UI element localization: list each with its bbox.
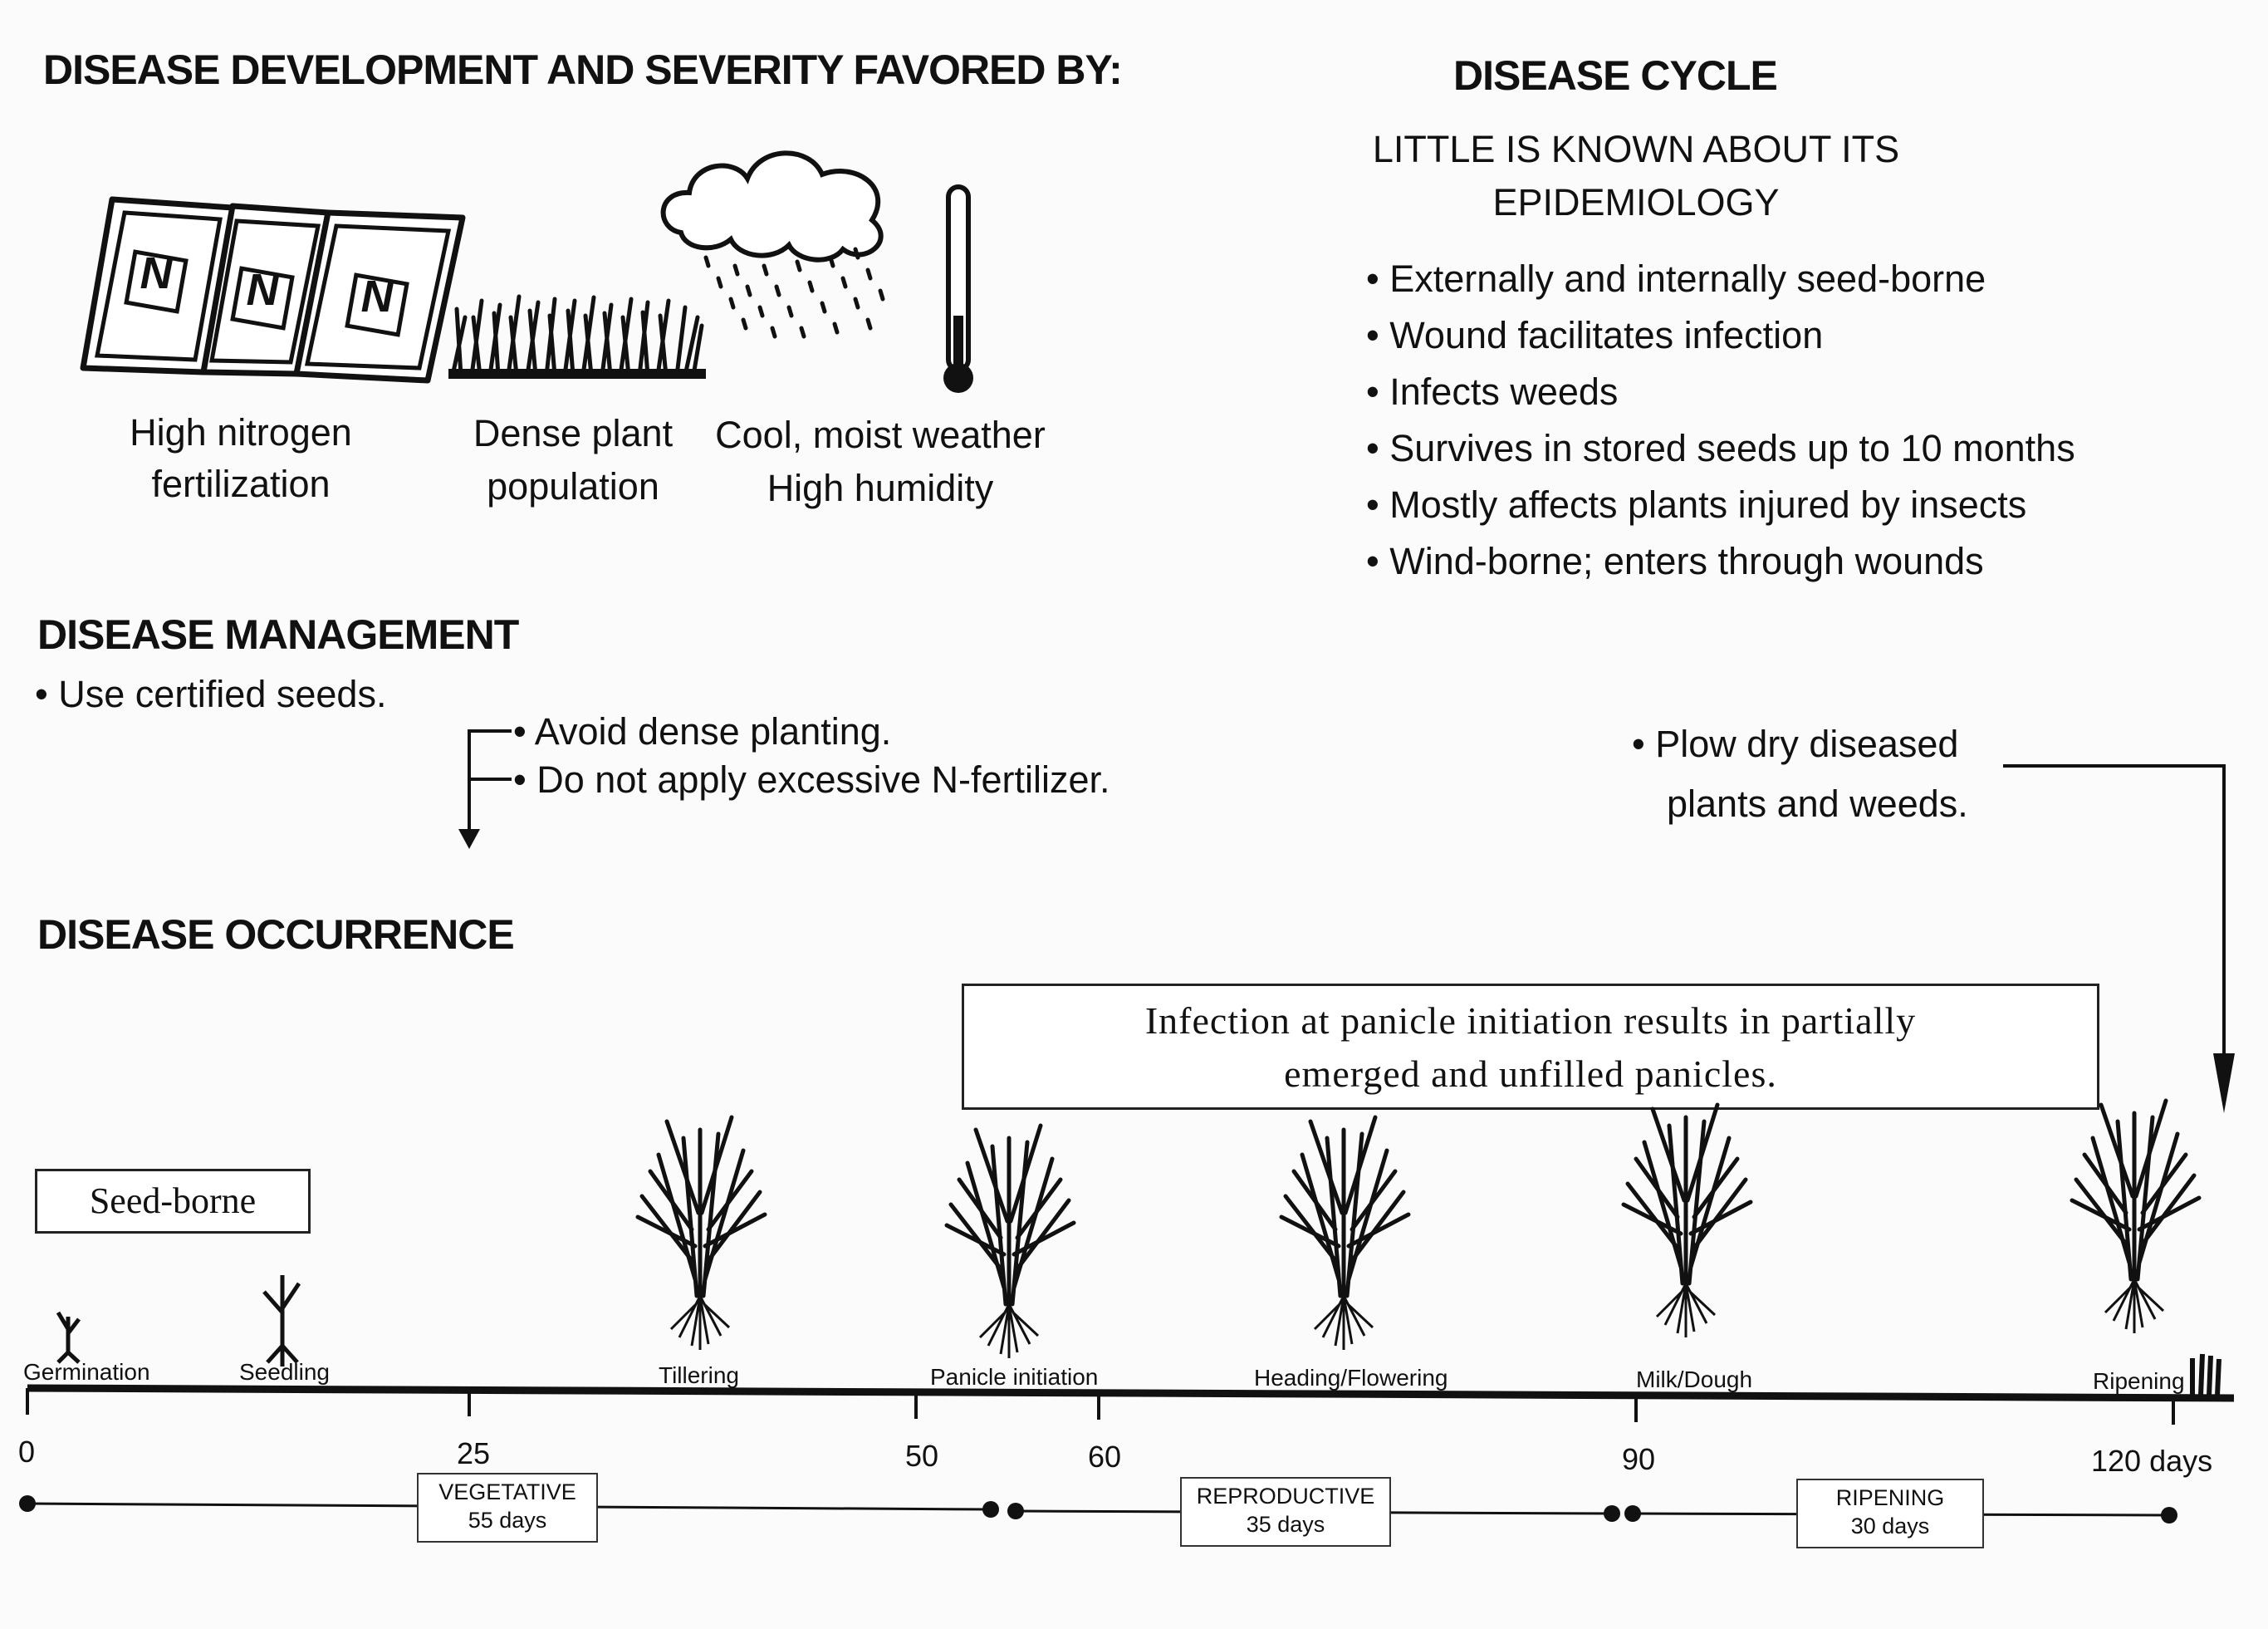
thermometer-icon: [938, 183, 978, 399]
cycle-title: DISEASE CYCLE: [1453, 52, 1778, 99]
cycle-bullet: • Externally and internally seed-borne: [1366, 258, 1986, 300]
fertilizer-bags-icon: N N N: [79, 189, 469, 389]
favored-item-nitrogen: High nitrogen fertilization: [100, 407, 382, 510]
favored-item-weather: Cool, moist weather High humidity: [706, 409, 1055, 515]
phase-name: REPRODUCTIVE: [1196, 1484, 1375, 1509]
stage-tillering: Tillering: [659, 1362, 739, 1388]
phase-name: VEGETATIVE: [438, 1479, 576, 1504]
seed-borne-box: Seed-borne: [35, 1169, 311, 1234]
tick-label: 60: [1088, 1440, 1122, 1474]
management-title: DISEASE MANAGEMENT: [37, 611, 519, 658]
favored-item-line: Cool, moist weather: [715, 414, 1046, 456]
phase-ripening: RIPENING 30 days: [1796, 1479, 1984, 1548]
phase-days: 30 days: [1850, 1514, 1930, 1538]
cycle-subtitle: LITTLE IS KNOWN ABOUT ITS EPIDEMIOLOGY: [1312, 123, 1960, 229]
favored-item-line: High humidity: [767, 467, 994, 509]
tick-label: 50: [905, 1439, 939, 1473]
plow-line: Plow dry diseased: [1655, 723, 1959, 765]
favored-item-line: population: [487, 465, 659, 508]
phase-days: 35 days: [1246, 1512, 1325, 1537]
stage-germination: Germination: [23, 1359, 150, 1385]
cycle-bullet: • Wound facilitates infection: [1366, 314, 1824, 356]
dense-grass-icon: [448, 292, 706, 380]
phase-days: 55 days: [468, 1508, 547, 1533]
cycle-bullet: • Infects weeds: [1366, 370, 1619, 413]
management-item-dense-planting: • Avoid dense planting.: [513, 710, 892, 753]
germination-plant-icon: [56, 1311, 81, 1364]
tick-label: 120 days: [2091, 1444, 2213, 1478]
rain-cloud-icon: [656, 141, 905, 366]
management-item-certified-seeds: • Use certified seeds.: [35, 673, 387, 715]
cycle-subtitle-line: LITTLE IS KNOWN ABOUT ITS: [1372, 128, 1900, 170]
stage-heading-flowering: Heading/Flowering: [1254, 1365, 1448, 1391]
favored-item-line: Dense plant: [473, 412, 674, 454]
phase-reproductive: REPRODUCTIVE 35 days: [1180, 1477, 1391, 1547]
cycle-bullet: • Survives in stored seeds up to 10 mont…: [1366, 427, 2075, 469]
stage-milk-dough: Milk/Dough: [1636, 1366, 1753, 1392]
favored-item-line: High nitrogen: [130, 411, 352, 454]
seedling-plant-icon: [262, 1275, 301, 1366]
bag-letter: N: [246, 265, 279, 315]
infection-note-box: Infection at panicle initiation results …: [962, 984, 2099, 1110]
cycle-bullet: • Wind-borne; enters through wounds: [1366, 540, 1984, 582]
stage-ripening: Ripening: [2093, 1368, 2185, 1394]
tick-label: 0: [18, 1435, 36, 1469]
cycle-subtitle-line: EPIDEMIOLOGY: [1492, 181, 1780, 223]
stubble-icon: [2190, 1353, 2221, 1396]
cycle-bullet: • Mostly affects plants injured by insec…: [1366, 483, 2027, 526]
bag-letter: N: [140, 248, 173, 298]
tick-label: 25: [457, 1436, 491, 1470]
phase-vegetative: VEGETATIVE 55 days: [417, 1473, 598, 1543]
management-item-n-fertilizer: • Do not apply excessive N-fertilizer.: [513, 758, 1110, 801]
stage-seedling: Seedling: [239, 1359, 330, 1385]
infection-note-line: emerged and unfilled panicles.: [1284, 1052, 1777, 1095]
favored-title: DISEASE DEVELOPMENT AND SEVERITY FAVORED…: [43, 47, 1123, 93]
cycle-bullet-list: • Externally and internally seed-borne •…: [1366, 251, 2075, 590]
plow-line: plants and weeds.: [1667, 783, 1968, 825]
phase-name: RIPENING: [1835, 1485, 1945, 1510]
occurrence-title: DISEASE OCCURRENCE: [37, 911, 515, 958]
bag-letter: N: [360, 272, 394, 321]
management-item-plow: • Plow dry diseased plants and weeds.: [1632, 714, 1968, 834]
stage-panicle-initiation: Panicle initiation: [930, 1364, 1099, 1390]
tick-label: 90: [1622, 1442, 1656, 1476]
favored-item-line: fertilization: [151, 463, 331, 505]
favored-item-dense: Dense plant population: [448, 407, 698, 513]
infection-note-line: Infection at panicle initiation results …: [1144, 999, 1917, 1042]
